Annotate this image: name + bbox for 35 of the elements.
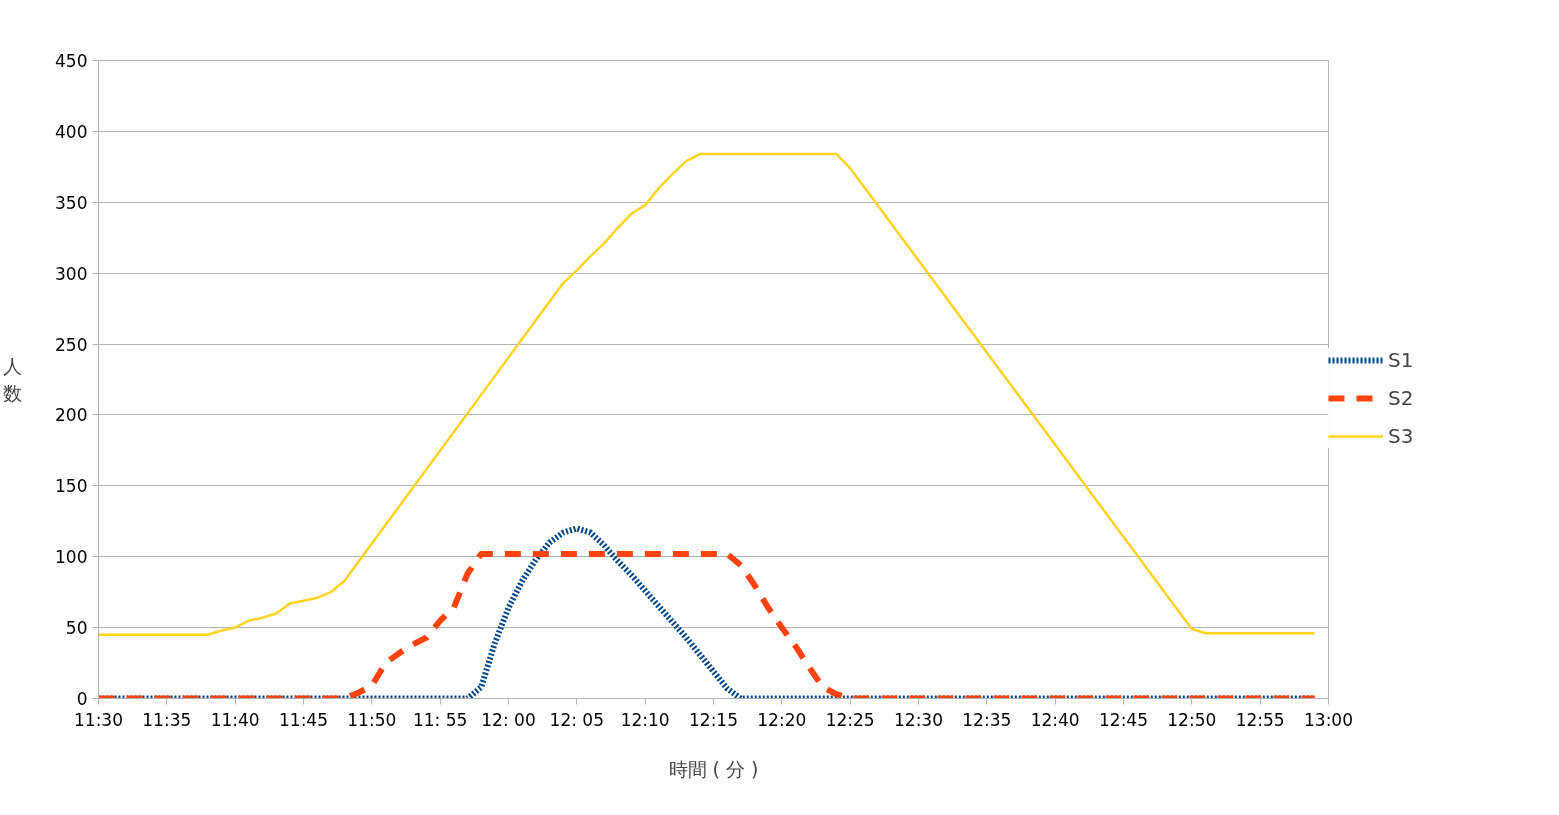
x-tick-label: 11:40 [210,709,260,730]
x-tick-label: 12: 05 [549,709,605,730]
x-tick-label: 12:40 [1030,709,1080,730]
x-tick-label: 13:00 [1304,709,1353,730]
y-tick-label: 350 [55,192,88,213]
x-axis-title: 時間 ( 分 ) [668,757,759,780]
y-tick-label: 200 [55,405,88,426]
legend-label: S1 [1388,348,1414,372]
y-tick-label: 450 [55,51,88,71]
x-tick-label: 11: 55 [413,709,468,730]
y-tick-label: 0 [76,689,88,709]
legend-label: S3 [1388,424,1414,448]
y-tick-label: 300 [55,263,88,284]
x-tick-label: 11:45 [279,709,328,730]
x-tick-label: 11:50 [347,709,397,730]
x-tick-label: 12:55 [1235,709,1285,730]
x-tick-label: 12:25 [825,709,875,730]
y-tick-label: 50 [65,618,88,639]
y-tick-label: 400 [55,121,88,142]
x-tick-label: 12:15 [689,709,738,730]
y-axis-title: 人数 [3,355,23,404]
y-tick-label: 250 [55,334,88,355]
line-series [98,152,1317,636]
x-tick-label: 12:50 [1167,709,1217,730]
x-tick-label: 12:35 [962,709,1012,730]
x-tick-label: 12:45 [1099,709,1148,730]
y-tick-label: 150 [55,476,88,497]
x-tick-label: 12:30 [894,709,943,730]
y-tick-label: 100 [55,547,88,568]
x-tick-label: 12:10 [620,709,670,730]
x-tick-label: 12: 00 [481,709,536,730]
x-tick-label: 11:30 [74,709,123,730]
x-tick-label: 12:20 [757,709,807,730]
legend-label: S2 [1388,386,1414,410]
x-tick-label: 11:35 [142,709,192,730]
